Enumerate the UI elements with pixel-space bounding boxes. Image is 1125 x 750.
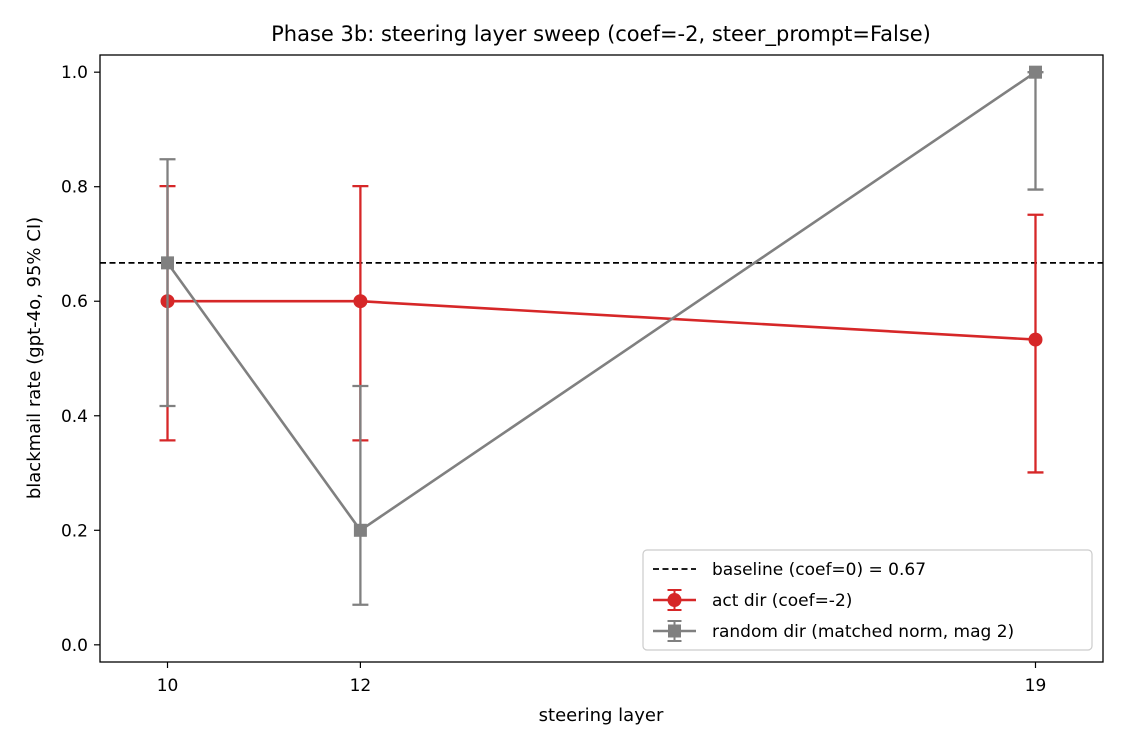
x-tick-label: 19 [1025, 676, 1047, 696]
y-tick-label: 0.0 [61, 636, 88, 656]
legend-swatch-marker [667, 593, 682, 607]
chart-title: Phase 3b: steering layer sweep (coef=-2,… [271, 22, 931, 47]
x-tick-label: 12 [350, 676, 372, 696]
data-point [161, 256, 175, 270]
x-axis-label: steering layer [539, 705, 664, 726]
y-tick-label: 0.2 [61, 521, 88, 541]
y-tick-label: 1.0 [61, 63, 88, 83]
legend-label-baseline: baseline (coef=0) = 0.67 [712, 560, 926, 580]
y-tick-label: 0.4 [61, 407, 88, 427]
legend: baseline (coef=0) = 0.67 act dir (coef=-2… [642, 549, 1093, 651]
legend-label-series-1: act dir (coef=-2) [712, 591, 852, 611]
data-point [353, 523, 367, 537]
x-tick-label: 10 [157, 676, 179, 696]
series-1 [159, 184, 1044, 474]
data-point [353, 294, 368, 309]
series-line [167, 299, 1036, 341]
plot-frame [99, 54, 1104, 663]
legend-swatch-series-2 [653, 620, 696, 642]
plot-area [100, 65, 1103, 606]
legend-box [642, 549, 1093, 651]
y-tick-label: 0.6 [61, 292, 88, 312]
legend-label-series-2: random dir (matched norm, mag 2) [712, 622, 1014, 642]
y-tick-label: 0.8 [61, 178, 88, 198]
legend-swatch-series-1 [653, 589, 696, 611]
data-point [1028, 65, 1042, 79]
data-point [1028, 332, 1043, 347]
legend-swatch-marker [668, 624, 681, 638]
axes: 0.0 0.2 0.4 0.6 0.8 1.0 10 12 19 [61, 54, 1104, 696]
y-axis-label: blackmail rate (gpt-4o, 95% CI) [24, 217, 45, 499]
series-2 [159, 65, 1044, 606]
